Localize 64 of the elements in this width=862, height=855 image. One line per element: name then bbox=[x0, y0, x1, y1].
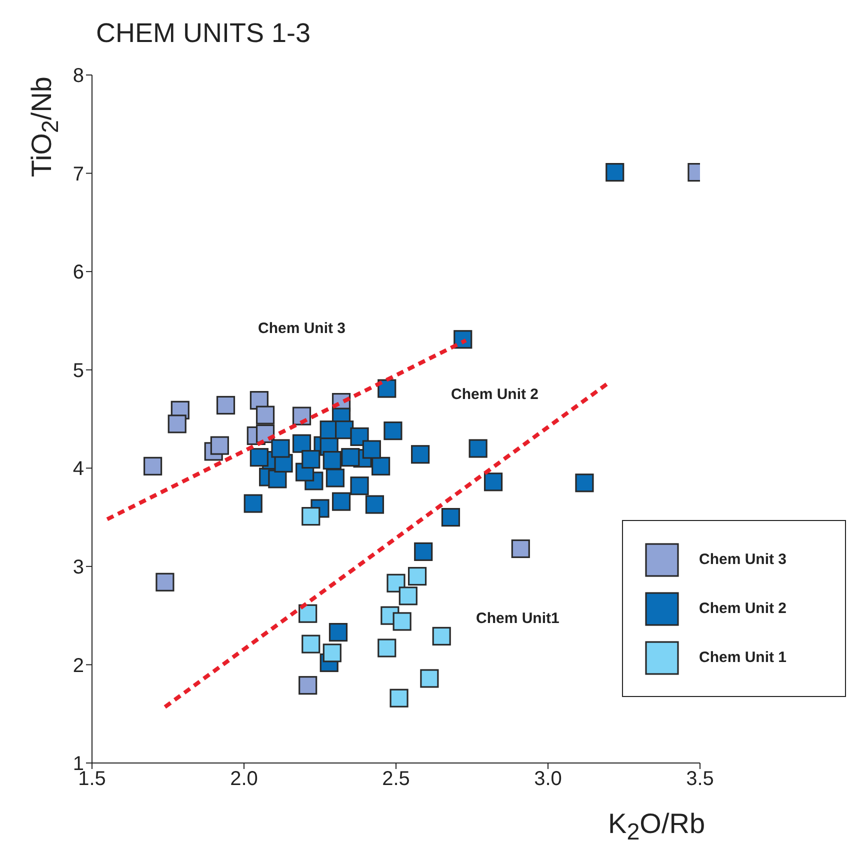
annotation: Chem Unit 2 bbox=[451, 386, 539, 403]
y-tick-label: 3 bbox=[72, 556, 84, 579]
point bbox=[302, 634, 320, 654]
x-tick-label: 3.0 bbox=[534, 768, 562, 790]
point bbox=[386, 574, 406, 592]
point bbox=[408, 566, 427, 586]
legend-label: Chem Unit 2 bbox=[699, 600, 787, 617]
y-tick-label: 5 bbox=[72, 360, 84, 382]
point bbox=[350, 427, 369, 446]
point bbox=[216, 396, 236, 415]
point bbox=[378, 379, 396, 398]
point bbox=[511, 539, 530, 558]
point bbox=[298, 676, 318, 695]
point bbox=[414, 542, 433, 561]
legend-label: Chem Unit 1 bbox=[699, 649, 787, 666]
y-tick-label: 7 bbox=[72, 163, 84, 186]
point bbox=[298, 604, 318, 623]
point bbox=[244, 494, 262, 513]
point bbox=[328, 622, 348, 642]
point bbox=[350, 476, 369, 496]
point bbox=[168, 414, 186, 434]
point bbox=[322, 450, 342, 470]
point bbox=[441, 508, 460, 527]
point bbox=[302, 507, 320, 526]
point bbox=[302, 450, 320, 469]
point bbox=[392, 612, 412, 631]
legend-label: Chem Unit 3 bbox=[699, 551, 787, 568]
point bbox=[256, 406, 275, 424]
point bbox=[362, 440, 381, 459]
point bbox=[420, 669, 439, 688]
point bbox=[341, 448, 360, 467]
y-tick-label: 4 bbox=[72, 458, 84, 480]
point bbox=[365, 495, 384, 514]
point bbox=[384, 421, 402, 440]
chart-title: CHEM UNITS 1-3 bbox=[96, 18, 311, 49]
point bbox=[390, 688, 408, 708]
annotation: Chem Unit1 bbox=[476, 610, 560, 627]
y-tick-label: 6 bbox=[72, 262, 84, 284]
point bbox=[250, 448, 268, 467]
point bbox=[326, 468, 344, 488]
point bbox=[292, 434, 312, 453]
point bbox=[575, 474, 594, 492]
point bbox=[468, 439, 488, 458]
point bbox=[322, 644, 342, 662]
point bbox=[398, 586, 418, 606]
point bbox=[372, 456, 390, 476]
x-tick-label: 3.5 bbox=[686, 768, 714, 790]
point bbox=[268, 470, 287, 488]
point bbox=[144, 456, 162, 476]
y-tick-label: 8 bbox=[72, 65, 84, 88]
x-axis-title: K$_{2}$O/Rb bbox=[608, 808, 706, 846]
y-tick-label: 2 bbox=[72, 654, 84, 677]
point bbox=[378, 638, 396, 658]
annotation: Chem Unit 3 bbox=[258, 320, 346, 337]
point bbox=[156, 572, 174, 592]
point bbox=[271, 439, 290, 458]
x-tick-label: 2.5 bbox=[382, 768, 410, 790]
point bbox=[432, 626, 451, 646]
point bbox=[332, 492, 351, 511]
point bbox=[484, 472, 503, 492]
point bbox=[210, 436, 229, 455]
x-tick-label: 2.0 bbox=[230, 768, 258, 790]
point bbox=[411, 445, 430, 464]
point bbox=[606, 163, 624, 182]
